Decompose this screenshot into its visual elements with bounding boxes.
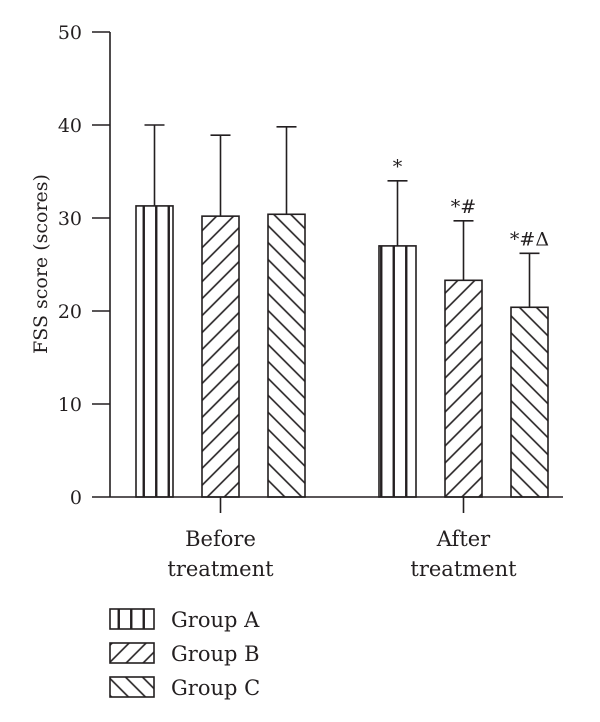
y-axis-title: FSS score (scores) <box>30 174 52 354</box>
bar <box>201 215 240 498</box>
bars <box>135 205 549 498</box>
y-tick-label: 20 <box>58 301 82 323</box>
bar <box>267 213 306 498</box>
legend-label: Group B <box>171 642 260 666</box>
legend-label: Group C <box>171 676 260 700</box>
x-category-label: After treatment <box>410 527 517 581</box>
significance-marker: * <box>393 156 403 178</box>
significance-marker: *# <box>451 196 476 218</box>
significance-marker: *#Δ <box>510 228 549 250</box>
bar <box>444 279 483 498</box>
y-tick-label: 10 <box>58 394 82 416</box>
y-tick-label: 30 <box>58 208 82 230</box>
x-category-label: Before treatment <box>167 527 274 581</box>
legend: Group A Group B Group C <box>109 608 260 700</box>
y-tick-label: 40 <box>58 115 82 137</box>
y-tick-label: 50 <box>58 22 82 44</box>
axes: 0 10 20 30 40 50 Before treatment After treatment <box>58 22 563 581</box>
error-bars <box>144 124 540 308</box>
significance-annotations: * *# *#Δ <box>393 156 549 251</box>
bar <box>135 205 174 498</box>
legend-label: Group A <box>171 608 260 632</box>
legend-swatch <box>109 676 155 698</box>
bar <box>378 245 417 498</box>
y-tick-label: 0 <box>70 487 82 509</box>
legend-swatch <box>109 608 155 630</box>
legend-swatch <box>109 642 155 664</box>
bar <box>510 306 549 498</box>
